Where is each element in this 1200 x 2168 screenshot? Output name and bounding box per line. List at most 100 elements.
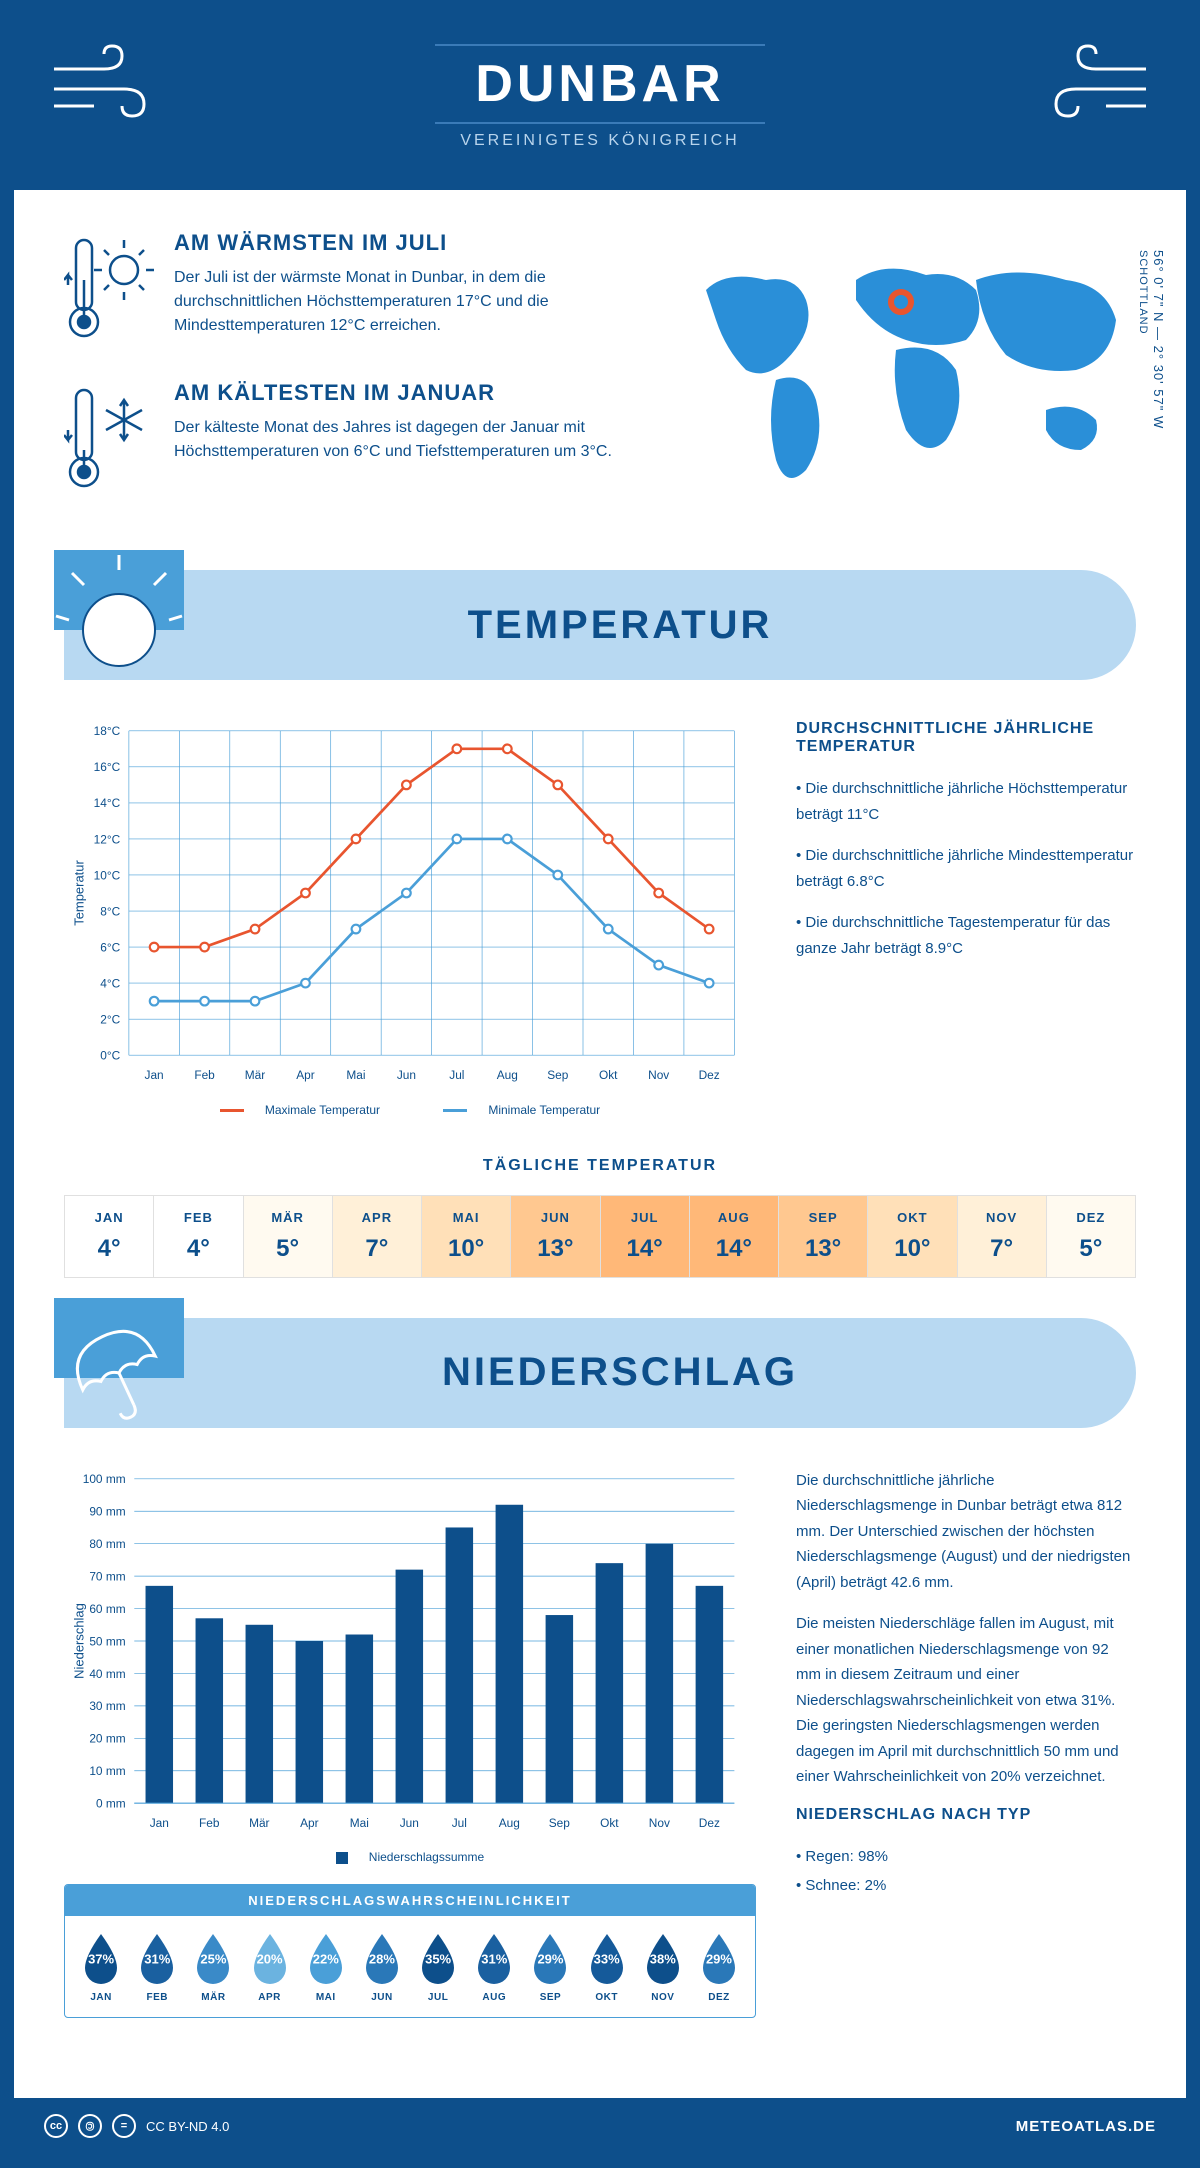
precip-drop: 33%OKT	[581, 1930, 633, 2003]
precip-drop: 31%FEB	[131, 1930, 183, 2003]
svg-text:14°C: 14°C	[94, 796, 121, 810]
svg-text:60 mm: 60 mm	[89, 1602, 125, 1616]
svg-text:12°C: 12°C	[94, 832, 121, 846]
temp-info-title: DURCHSCHNITTLICHE JÄHRLICHE TEMPERATUR	[796, 720, 1136, 756]
page-title: DUNBAR	[435, 44, 764, 124]
thermometer-snow-icon	[64, 380, 154, 500]
nd-icon: =	[112, 2114, 136, 2138]
precip-probability-panel: NIEDERSCHLAGSWAHRSCHEINLICHKEIT 37%JAN31…	[64, 1884, 756, 2018]
svg-text:Dez: Dez	[699, 1816, 720, 1830]
daily-temp-cell: MAI10°	[421, 1195, 510, 1278]
precip-drop: 37%JAN	[75, 1930, 127, 2003]
umbrella-icon	[54, 1298, 184, 1428]
precip-type-title: NIEDERSCHLAG NACH TYP	[796, 1806, 1136, 1824]
cc-icon: cc	[44, 2114, 68, 2138]
page-subtitle: VEREINIGTES KÖNIGREICH	[34, 132, 1166, 150]
svg-text:30 mm: 30 mm	[89, 1699, 125, 1713]
precip-prob-title: NIEDERSCHLAGSWAHRSCHEINLICHKEIT	[65, 1885, 755, 1916]
temperature-line-chart: 0°C2°C4°C6°C8°C10°C12°C14°C16°C18°CJanFe…	[64, 720, 756, 1088]
svg-text:Apr: Apr	[300, 1816, 319, 1830]
svg-text:Dez: Dez	[699, 1068, 720, 1082]
precip-drop: 25%MÄR	[187, 1930, 239, 2003]
svg-text:100 mm: 100 mm	[83, 1472, 126, 1486]
temp-bullet: • Die durchschnittliche jährliche Mindes…	[796, 843, 1136, 894]
svg-text:Okt: Okt	[600, 1816, 619, 1830]
svg-text:6°C: 6°C	[100, 940, 120, 954]
sun-icon	[54, 550, 184, 680]
precip-type-rain: • Regen: 98%	[796, 1844, 1136, 1870]
wind-icon	[1036, 44, 1156, 134]
coordinates: 56° 0' 7" N — 2° 30' 57" W SCHOTTLAND	[1136, 250, 1166, 429]
temperature-legend: Maximale Temperatur Minimale Temperatur	[64, 1103, 756, 1117]
svg-text:18°C: 18°C	[94, 724, 121, 738]
precip-drop: 29%DEZ	[693, 1930, 745, 2003]
coldest-block: AM KÄLTESTEN IM JANUAR Der kälteste Mona…	[64, 380, 636, 500]
svg-text:40 mm: 40 mm	[89, 1666, 125, 1680]
precip-drop: 20%APR	[244, 1930, 296, 2003]
svg-text:0°C: 0°C	[100, 1049, 120, 1063]
svg-text:80 mm: 80 mm	[89, 1537, 125, 1551]
daily-temp-cell: MÄR5°	[243, 1195, 332, 1278]
precip-text: Die meisten Niederschläge fallen im Augu…	[796, 1611, 1136, 1790]
daily-temp-cell: JUN13°	[510, 1195, 599, 1278]
precip-title: NIEDERSCHLAG	[184, 1350, 1136, 1395]
svg-text:Mär: Mär	[249, 1816, 269, 1830]
precip-drop: 35%JUL	[412, 1930, 464, 2003]
temp-bullet: • Die durchschnittliche jährliche Höchst…	[796, 776, 1136, 827]
svg-text:Jul: Jul	[449, 1068, 464, 1082]
daily-temp-cell: AUG14°	[689, 1195, 778, 1278]
world-map	[676, 230, 1136, 510]
svg-text:16°C: 16°C	[94, 760, 121, 774]
precip-drop: 28%JUN	[356, 1930, 408, 2003]
warmest-title: AM WÄRMSTEN IM JULI	[174, 230, 636, 256]
warmest-block: AM WÄRMSTEN IM JULI Der Juli ist der wär…	[64, 230, 636, 350]
svg-text:Nov: Nov	[649, 1816, 670, 1830]
svg-text:2°C: 2°C	[100, 1012, 120, 1026]
svg-text:4°C: 4°C	[100, 976, 120, 990]
daily-temp-cell: DEZ5°	[1046, 1195, 1136, 1278]
svg-text:Sep: Sep	[549, 1816, 571, 1830]
svg-text:Mär: Mär	[245, 1068, 265, 1082]
svg-text:8°C: 8°C	[100, 904, 120, 918]
precip-drop: 22%MAI	[300, 1930, 352, 2003]
svg-text:20 mm: 20 mm	[89, 1731, 125, 1745]
svg-text:70 mm: 70 mm	[89, 1569, 125, 1583]
svg-text:Nov: Nov	[648, 1068, 669, 1082]
coldest-text: Der kälteste Monat des Jahres ist dagege…	[174, 416, 636, 464]
svg-text:90 mm: 90 mm	[89, 1504, 125, 1518]
daily-temp-title: TÄGLICHE TEMPERATUR	[64, 1157, 1136, 1175]
wind-icon	[44, 44, 164, 134]
thermometer-sun-icon	[64, 230, 154, 350]
daily-temp-cell: SEP13°	[778, 1195, 867, 1278]
svg-text:50 mm: 50 mm	[89, 1634, 125, 1648]
svg-text:Sep: Sep	[547, 1068, 569, 1082]
footer: cc 🄯 = CC BY-ND 4.0 METEOATLAS.DE	[14, 2098, 1186, 2154]
daily-temp-cell: FEB4°	[153, 1195, 242, 1278]
warmest-text: Der Juli ist der wärmste Monat in Dunbar…	[174, 266, 636, 338]
svg-text:Mai: Mai	[350, 1816, 369, 1830]
svg-text:Jul: Jul	[452, 1816, 467, 1830]
precip-legend: Niederschlagssumme	[64, 1850, 756, 1864]
svg-text:Jan: Jan	[150, 1816, 169, 1830]
daily-temp-cell: OKT10°	[867, 1195, 956, 1278]
precip-drop: 29%SEP	[524, 1930, 576, 2003]
daily-temp-cell: JAN4°	[64, 1195, 153, 1278]
svg-text:0 mm: 0 mm	[96, 1796, 126, 1810]
precip-drop: 31%AUG	[468, 1930, 520, 2003]
precip-bar-chart: 0 mm 10 mm 20 mm 30 mm 40 mm 50 mm 60 mm 70 mm 8…	[64, 1468, 756, 1836]
svg-text:Feb: Feb	[194, 1068, 215, 1082]
precip-drop: 38%NOV	[637, 1930, 689, 2003]
header: DUNBAR VEREINIGTES KÖNIGREICH	[14, 14, 1186, 190]
svg-text:Jun: Jun	[397, 1068, 416, 1082]
svg-text:Temperatur: Temperatur	[71, 860, 86, 926]
temperature-banner: TEMPERATUR	[64, 570, 1136, 680]
svg-text:10 mm: 10 mm	[89, 1764, 125, 1778]
svg-text:Apr: Apr	[296, 1068, 315, 1082]
precip-type-snow: • Schnee: 2%	[796, 1873, 1136, 1899]
svg-text:Jan: Jan	[145, 1068, 164, 1082]
daily-temp-table: JAN4°FEB4°MÄR5°APR7°MAI10°JUN13°JUL14°AU…	[64, 1195, 1136, 1278]
temperature-title: TEMPERATUR	[184, 603, 1136, 648]
site-name: METEOATLAS.DE	[1016, 2118, 1156, 2135]
svg-text:Jun: Jun	[400, 1816, 419, 1830]
svg-text:Mai: Mai	[346, 1068, 365, 1082]
